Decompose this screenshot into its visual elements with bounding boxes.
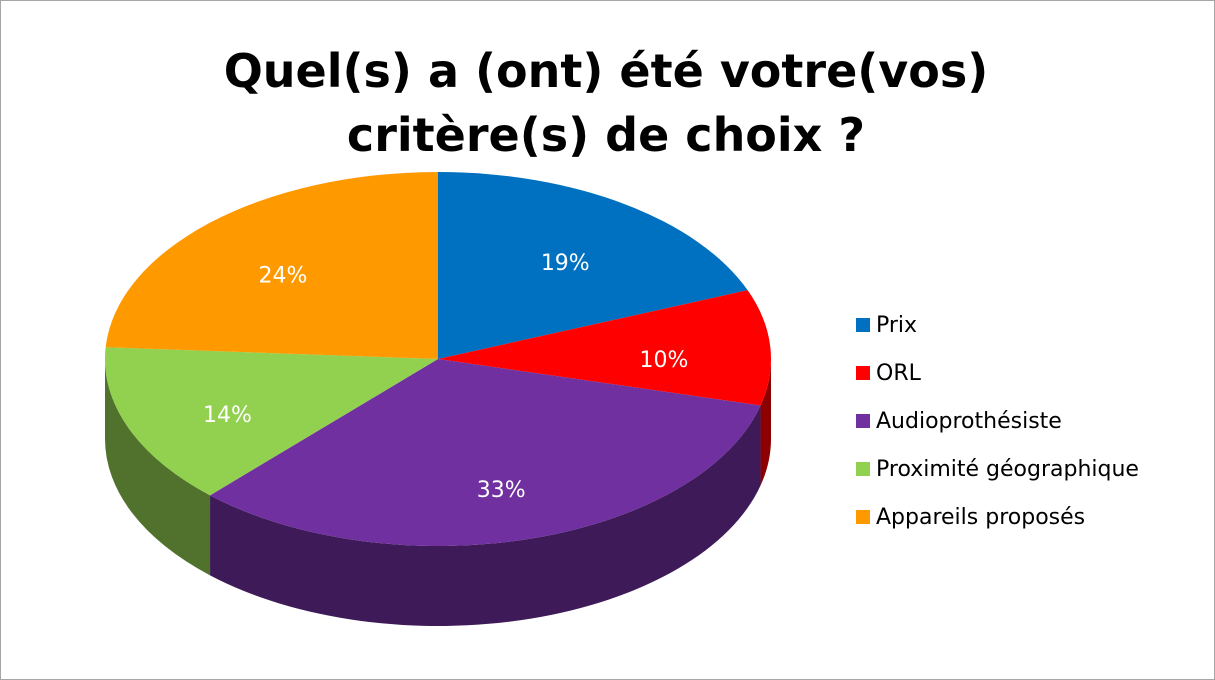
- legend-label: Audioprothésiste: [876, 409, 1062, 434]
- legend-swatch: [856, 318, 870, 332]
- data-label: 14%: [203, 403, 252, 428]
- legend-swatch: [856, 366, 870, 380]
- chart-title: Quel(s) a (ont) été votre(vos) critère(s…: [223, 44, 989, 162]
- slice: [105, 347, 439, 496]
- slice: [438, 290, 771, 406]
- slice-side: [210, 405, 761, 626]
- slice-side: [105, 359, 211, 576]
- slice-side: [760, 359, 771, 486]
- legend-label: Proximité géographique: [876, 457, 1139, 482]
- legend-swatch: [856, 462, 870, 476]
- slice: [438, 172, 748, 359]
- data-label: 33%: [477, 478, 526, 503]
- slice: [105, 172, 438, 359]
- legend-swatch: [856, 414, 870, 428]
- data-label: 19%: [541, 251, 590, 276]
- legend-label: ORL: [876, 361, 922, 386]
- slice: [210, 359, 761, 547]
- legend-label: Prix: [876, 313, 917, 338]
- data-label: 10%: [640, 348, 689, 373]
- legend-swatch: [856, 510, 870, 524]
- legend-label: Appareils proposés: [876, 505, 1085, 530]
- data-label: 24%: [259, 263, 308, 288]
